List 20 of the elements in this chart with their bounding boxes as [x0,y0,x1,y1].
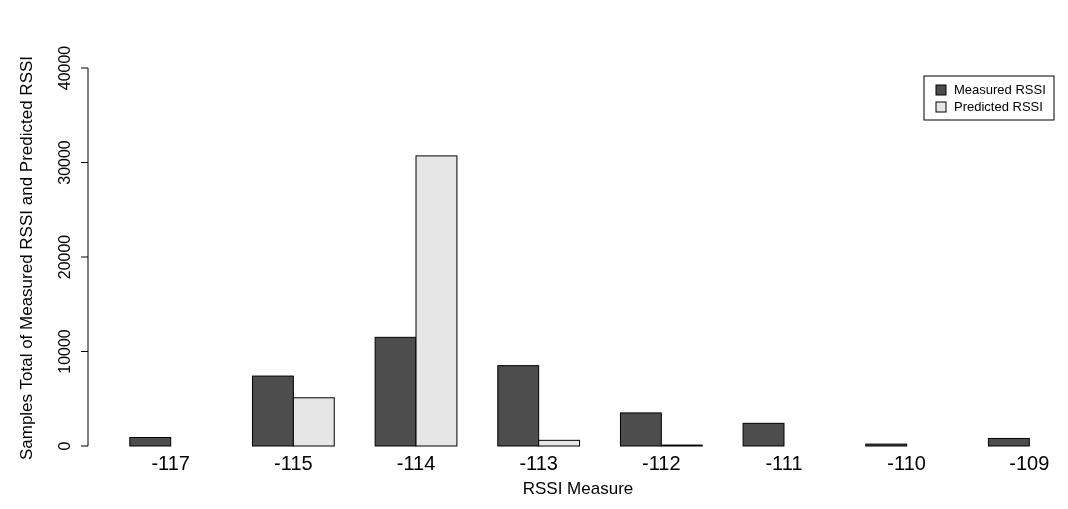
x-tick-label: -109 [1009,452,1050,474]
legend-label: Measured RSSI [954,82,1046,97]
legend-label: Predicted RSSI [954,99,1043,114]
x-tick-label: -114 [396,452,436,474]
x-axis-title: RSSI Measure [522,479,634,498]
x-tick-label: -117 [151,452,190,474]
bar [742,422,785,447]
x-tick-label: -112 [642,452,681,474]
bar [987,437,1030,447]
bar [129,437,172,447]
y-tick-label: 20000 [56,234,73,280]
y-tick-label: 40000 [56,45,73,91]
x-tick-label: -111 [765,452,803,474]
x-tick-label: -110 [887,452,926,474]
x-tick-label: -113 [519,452,558,474]
y-tick-label: 30000 [56,140,73,185]
y-tick-label: 0 [56,441,73,451]
y-axis-title: Samples Total of Measured RSSI and Predicted RSSI [17,55,36,461]
x-tick-label: -115 [274,452,313,474]
y-tick-label: 10000 [56,329,73,374]
